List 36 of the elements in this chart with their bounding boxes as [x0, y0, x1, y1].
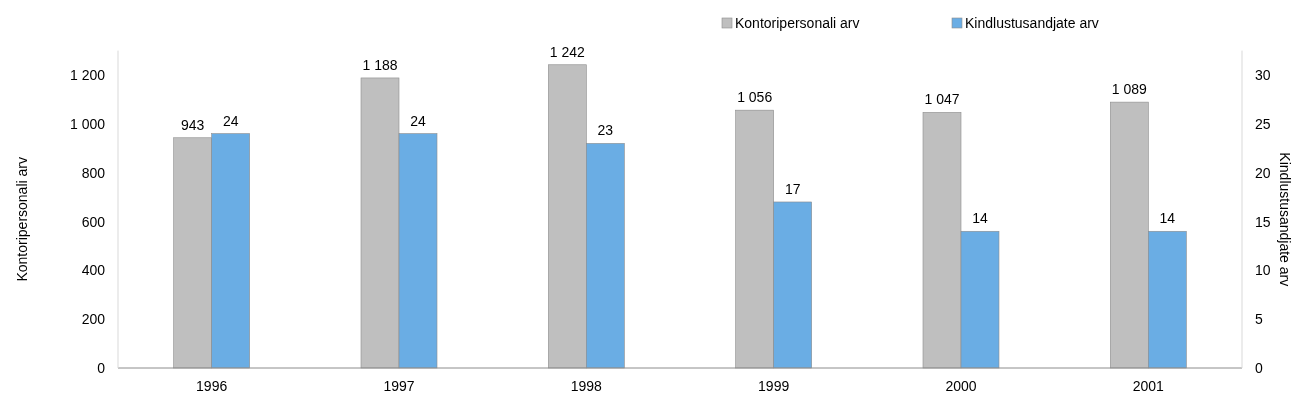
data-label: 943 [180, 116, 205, 133]
data-label: 24 [410, 112, 426, 129]
y-tick-label: 400 [81, 262, 106, 279]
y2-tick-label: 30 [1255, 67, 1271, 84]
y2-tick-label: 5 [1255, 311, 1263, 328]
y2-tick-label: 10 [1255, 262, 1271, 279]
y-axis-title: Kontoripersonali arv [14, 157, 30, 282]
y2-tick-label: 25 [1255, 115, 1271, 132]
data-label: 1 242 [549, 43, 586, 60]
data-label: 1 047 [924, 91, 960, 108]
data-label: 17 [784, 180, 801, 197]
x-tick-label: 1999 [758, 378, 790, 394]
legend-label: Kindlustusandjate arv [965, 15, 1099, 31]
x-tick-label: 1996 [196, 378, 228, 394]
y-tick-label: 600 [81, 213, 106, 230]
data-label: 14 [1159, 210, 1176, 227]
x-tick-label: 2000 [945, 378, 977, 394]
data-label: 23 [597, 122, 614, 139]
data-label: 1 089 [1111, 81, 1148, 98]
y-tick-label: 1 200 [69, 67, 106, 84]
x-tick-label: 2001 [1132, 378, 1165, 394]
y-tick-label: 1 000 [69, 115, 106, 132]
y2-tick-label: 15 [1255, 213, 1271, 230]
data-label: 1 056 [737, 89, 773, 106]
x-tick-label: 1997 [383, 378, 415, 394]
y2-tick-label: 20 [1255, 164, 1271, 181]
y-tick-label: 200 [81, 311, 106, 328]
data-label: 14 [972, 210, 988, 227]
legend-label: Kontoripersonali arv [735, 15, 860, 31]
y2-tick-label: 0 [1255, 360, 1263, 376]
y-tick-label: 800 [81, 164, 106, 181]
data-label: 1 188 [362, 56, 398, 73]
y-tick-label: 0 [97, 360, 106, 376]
y2-axis-title: Kindlustusandjate arv [1277, 152, 1293, 287]
x-tick-label: 1998 [570, 378, 603, 394]
data-label: 24 [222, 112, 239, 129]
